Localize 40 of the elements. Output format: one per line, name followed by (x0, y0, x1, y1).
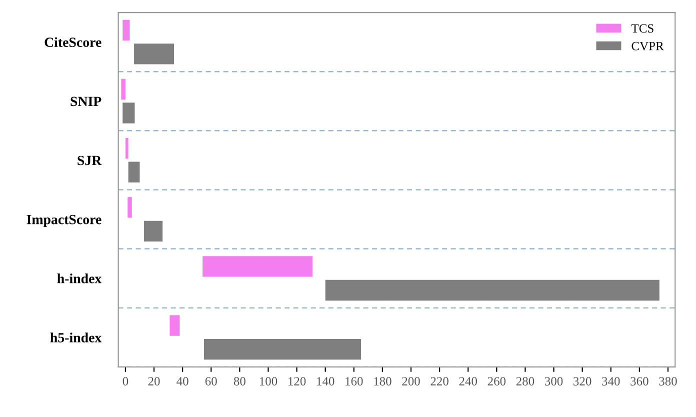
legend-label: CVPR (632, 42, 664, 50)
x-tick-label: 380 (659, 377, 677, 386)
bar (202, 256, 312, 277)
y-tick-label: SJR (78, 156, 102, 166)
x-tick-label: 360 (630, 377, 648, 386)
y-tick-label: h-index (57, 274, 102, 284)
x-tick-label: 240 (459, 377, 478, 386)
x-tick-label: 200 (402, 377, 420, 386)
x-tick-label: 0 (122, 377, 128, 386)
x-tick-label: 140 (317, 377, 334, 386)
x-tick-label: 40 (176, 377, 188, 386)
x-tick-label: 320 (574, 377, 592, 386)
x-tick-label: 340 (602, 377, 620, 386)
y-tick-label: h5-index (50, 332, 102, 342)
bar (125, 138, 128, 159)
bar (121, 78, 126, 100)
legend-label: TCS (631, 24, 654, 33)
bar (325, 280, 660, 301)
x-tick-label: 60 (205, 377, 217, 386)
x-tick-label: 100 (260, 377, 278, 386)
bar (128, 162, 140, 182)
x-tick-label: 20 (148, 377, 160, 386)
bar (122, 102, 135, 124)
bar (204, 338, 362, 360)
bar (170, 315, 180, 336)
x-tick-label: 220 (430, 377, 448, 386)
x-tick-label: 80 (234, 377, 246, 386)
x-tick-label: 180 (374, 377, 392, 386)
x-tick-label: 280 (516, 377, 534, 386)
y-tick-label: SNIP (70, 96, 102, 106)
bar (122, 20, 130, 40)
bar (144, 220, 163, 242)
x-tick-label: 300 (544, 377, 563, 386)
y-tick-label: CiteScore (44, 37, 102, 48)
bar (128, 197, 132, 218)
y-tick-label: ImpactScore (26, 214, 102, 228)
bar (134, 44, 174, 64)
x-tick-label: 260 (488, 377, 506, 386)
x-tick-label: 120 (288, 377, 306, 386)
x-tick-label: 160 (346, 377, 363, 386)
